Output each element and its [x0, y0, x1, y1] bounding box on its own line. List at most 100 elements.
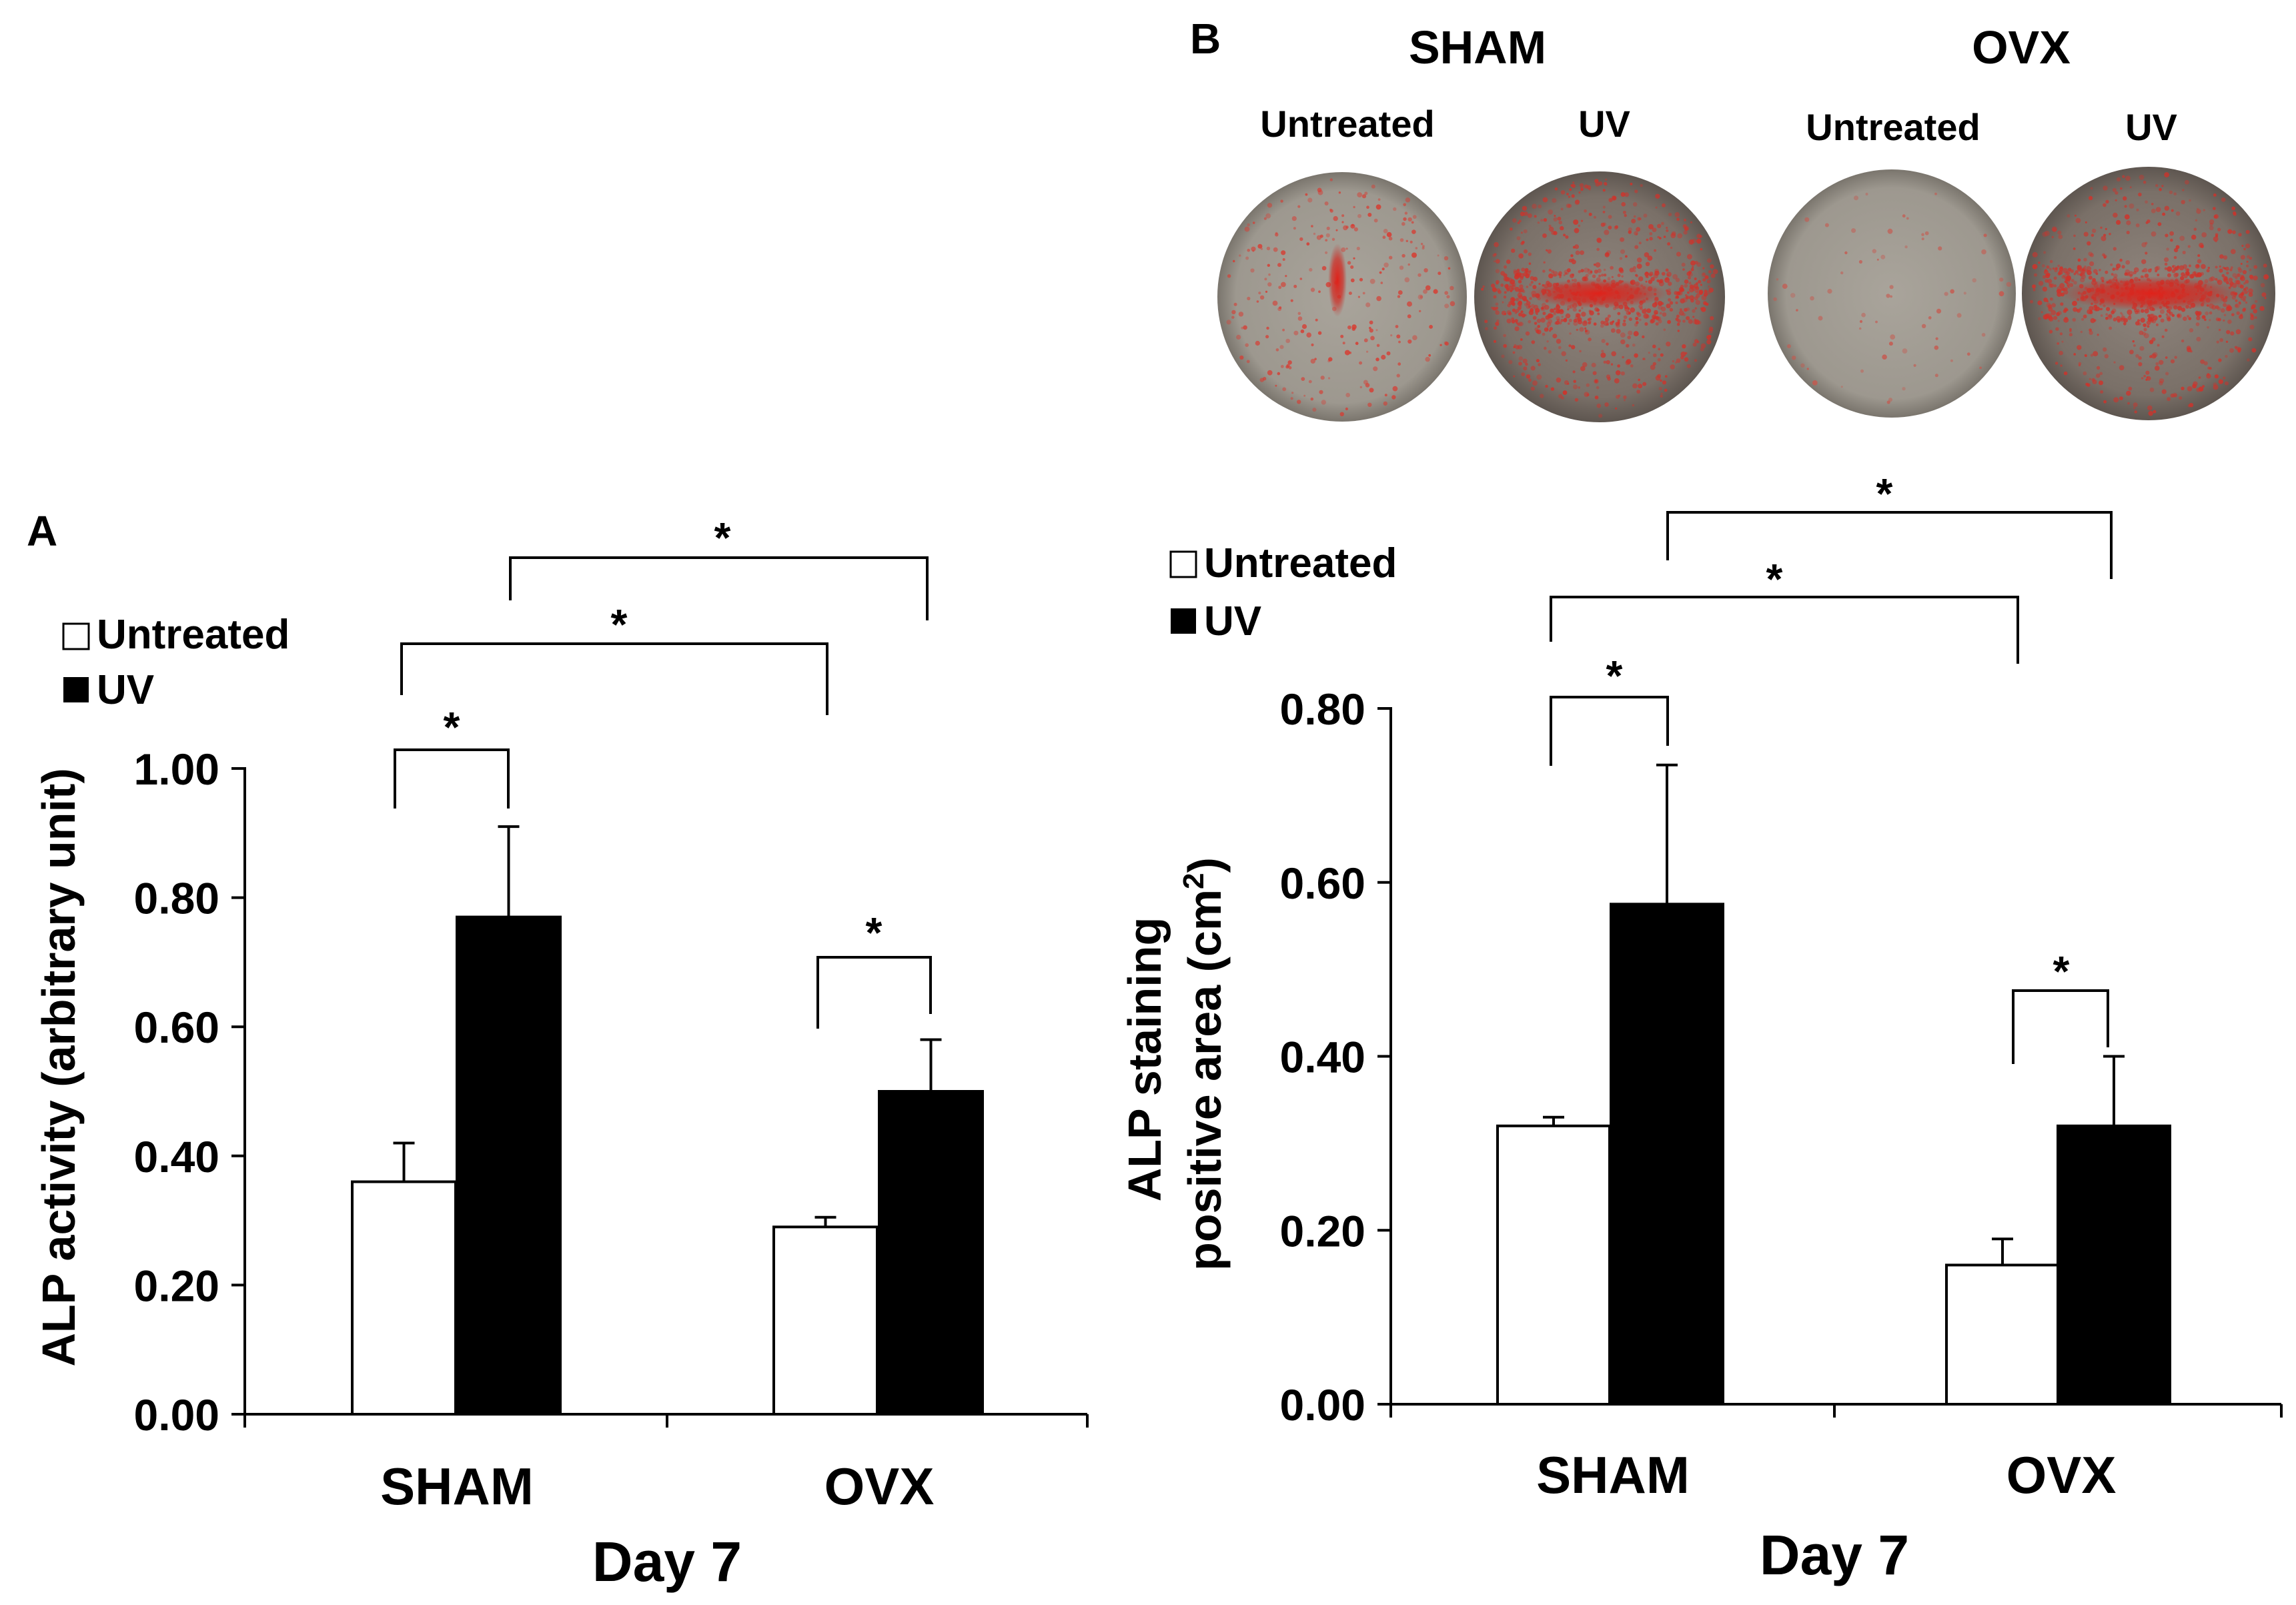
stain-speckle [2127, 310, 2133, 315]
stain-speckle [1685, 296, 1689, 300]
stain-speckle [2253, 309, 2257, 314]
stain-speckle [2165, 233, 2169, 237]
stain-speckle [1620, 249, 1625, 254]
y-axis-label-b-line2: positive area (cm2) [1177, 857, 1231, 1271]
stain-speckle [1552, 271, 1558, 277]
stain-speckle [2171, 209, 2174, 212]
stain-speckle [1710, 274, 1716, 278]
stain-speckle [1600, 352, 1606, 358]
stain-speckle [1620, 339, 1626, 345]
stain-speckle [1580, 269, 1584, 273]
stain-speckle [2188, 317, 2192, 321]
stain-speckle [1558, 394, 1563, 399]
stain-speckle [1239, 355, 1244, 360]
stain-speckle [2049, 297, 2054, 302]
stain-speckle [1688, 270, 1692, 274]
stain-speckle [2105, 316, 2109, 320]
stain-speckle [1290, 299, 1293, 302]
stain-speckle [1634, 189, 1638, 193]
stain-speckle [1548, 350, 1552, 354]
stain-speckle [2217, 227, 2221, 231]
stain-speckle [1603, 268, 1606, 272]
stain-speckle [1699, 291, 1703, 296]
stain-speckle [2173, 394, 2177, 398]
stain-speckle [1329, 178, 1333, 181]
stain-speckle [2218, 379, 2223, 384]
stain-speckle [2228, 278, 2233, 282]
y-axis-label-b-line1: ALP staining [1119, 917, 1171, 1202]
stain-speckle [1682, 344, 1686, 349]
stain-speckle [2113, 397, 2119, 403]
stain-speckle [2073, 281, 2077, 285]
stain-speckle [1512, 351, 1516, 354]
stain-speckle [2201, 315, 2206, 320]
stain-speckle [2231, 206, 2236, 211]
stain-speckle [1579, 350, 1582, 353]
stain-speckle [1438, 272, 1442, 276]
stain-speckle [2061, 340, 2064, 343]
stain-speckle [1658, 348, 1661, 351]
stain-speckle [1657, 235, 1660, 239]
stain-speckle [1565, 272, 1568, 275]
stain-speckle [1571, 194, 1575, 198]
stain-speckle [1644, 252, 1650, 257]
sig-bracket-b-sham [1550, 696, 1669, 766]
stain-speckle [1542, 233, 1547, 238]
stain-speckle [2192, 384, 2197, 389]
stain-speckle [1593, 215, 1596, 219]
stain-speckle [1564, 380, 1569, 385]
stain-speckle [1633, 270, 1636, 273]
stain-speckle [2135, 223, 2140, 227]
stain-speckle [1540, 394, 1544, 398]
stain-speckle [2053, 316, 2058, 320]
stain-speckle [2249, 268, 2252, 272]
stain-speckle [1605, 251, 1610, 256]
stain-speckle [1403, 203, 1406, 207]
stain-speckle [2221, 197, 2226, 202]
stain-speckle [2103, 400, 2107, 404]
stain-speckle [1661, 302, 1664, 306]
stain-speckle [2169, 190, 2173, 194]
plate-ovx-uv [2022, 167, 2275, 420]
stain-speckle [1938, 246, 1942, 251]
stain-speckle [2078, 362, 2082, 366]
sig-bracket-b-uv [1666, 511, 2113, 579]
stain-speckle [2223, 278, 2229, 283]
stain-speckle [1608, 225, 1612, 229]
stain-speckle [2175, 266, 2179, 271]
stain-speckle [1399, 265, 1404, 270]
stain-speckle [1652, 302, 1657, 308]
stain-speckle [2073, 234, 2076, 237]
stain-speckle [2034, 273, 2037, 277]
stain-speckle [1782, 284, 1788, 289]
y-tick-label-a-1: 0.20 [134, 1261, 219, 1310]
stain-speckle [2132, 340, 2135, 343]
stain-speckle [2135, 354, 2139, 358]
stain-speckle [1580, 366, 1586, 372]
stain-speckle [2119, 258, 2123, 262]
stain-speckle [2261, 292, 2267, 298]
stain-speckle [1643, 213, 1648, 218]
stain-speckle [1398, 340, 1401, 344]
sig-label-a-sham: * [444, 703, 460, 751]
stain-speckle [1880, 254, 1886, 259]
stain-speckle [1301, 324, 1307, 330]
stain-speckle [1538, 282, 1541, 286]
stain-speckle [2215, 278, 2218, 281]
stain-speckle [1542, 312, 1546, 316]
bar-b-ovx-untreated [1945, 1263, 2060, 1406]
stain-speckle [1690, 299, 1694, 303]
bar-b-sham-untreated [1496, 1124, 1611, 1406]
stain-speckle [1357, 192, 1363, 197]
stain-speckle [2207, 326, 2209, 329]
stain-speckle [1399, 238, 1404, 242]
stain-speckle [2116, 219, 2121, 225]
stain-speckle [2223, 303, 2227, 308]
stain-speckle [1484, 320, 1488, 324]
stain-speckle [2161, 389, 2167, 394]
stain-speckle [2124, 205, 2127, 208]
stain-speckle [2069, 330, 2072, 333]
stain-speckle [2043, 270, 2049, 275]
stain-speckle [1494, 241, 1499, 247]
stain-speckle [2108, 314, 2113, 318]
